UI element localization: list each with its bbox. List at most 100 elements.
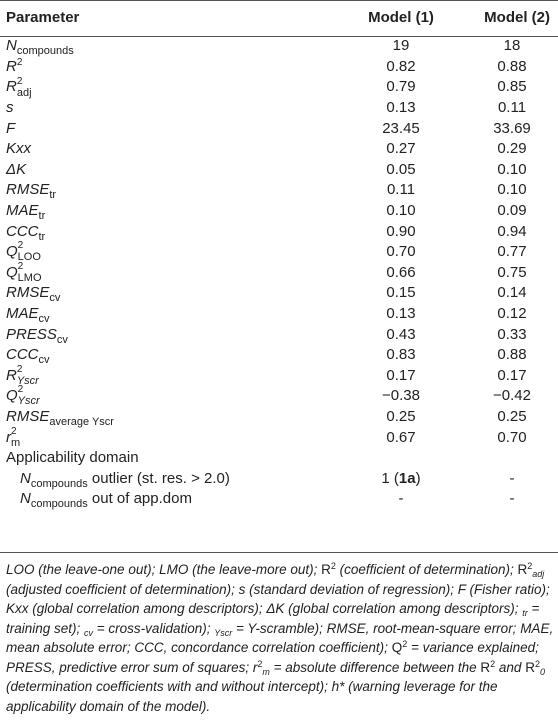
table-footnote: LOO (the leave-one out); LMO (the leave-… (6, 560, 554, 716)
parameter-symbol: r (6, 428, 11, 446)
parameter-superscript: 2 (17, 260, 24, 272)
parameter-superscript: 2 (11, 425, 17, 437)
table-row: RMSEaverage Yscr 0.25 0.25 (0, 407, 558, 428)
model-2-value: 0.29 (497, 140, 527, 158)
table-row: Q 2 Yscr −0.38 −0.42 (0, 385, 558, 407)
model-2-value: 0.10 (497, 160, 527, 178)
parameter-cell: PRESScv (0, 324, 336, 346)
parameter-cell: ΔK (0, 160, 336, 181)
footnote-text: LOO (the leave-one out); LMO (the leave-… (6, 561, 554, 714)
parameter-symbol: N (6, 37, 17, 55)
model-2-value: 0.10 (497, 181, 527, 199)
parameter-cell: Kxx (0, 139, 336, 160)
parameter-subscript: LOO (17, 251, 41, 264)
model-2-value: 0.88 (497, 346, 527, 364)
model-2-value: −0.42 (493, 387, 531, 405)
table-bottom-rule (0, 552, 558, 553)
parameter-subscript: compounds (16, 45, 74, 58)
model-2-value: 0.70 (497, 428, 527, 446)
model-1-value: 0.66 (386, 263, 416, 281)
table-row: Q 2 LOO 0.70 0.77 (0, 240, 558, 263)
model-2-value: 33.69 (493, 119, 531, 137)
table-row: F 23.45 33.69 (0, 118, 558, 139)
parameter-symbol: MAE (6, 202, 39, 220)
model-2-value: 0.88 (497, 57, 527, 75)
value-prefix: 1 ( (381, 469, 399, 487)
parameter-subscript: Yscr (17, 395, 40, 408)
parameter-script: 2 Yscr (18, 385, 40, 407)
value-suffix: ) (415, 469, 421, 487)
model-2-value: 0.09 (497, 202, 527, 220)
table-row: Ncompounds out of app.dom - - (0, 489, 558, 510)
model-2-value: 0.12 (497, 305, 527, 323)
parameter-symbol: ΔK (6, 160, 27, 178)
parameter-subscript: m (11, 436, 21, 449)
model-1-value: 1 (1a) (336, 468, 466, 489)
table-header-row: Parameter Model (1) Model (2) (0, 0, 558, 36)
parameter-cell: CCCcv (0, 345, 336, 366)
parameter-superscript: 2 (17, 240, 24, 252)
table-header-rule (0, 36, 558, 37)
model-2-value: 0.85 (497, 78, 527, 96)
model-1-value: 0.15 (386, 284, 416, 302)
parameter-cell: R 2 Yscr (0, 364, 336, 386)
model-1-value: 0.79 (386, 78, 416, 96)
table-row: Ncompounds outlier (st. res. > 2.0) 1 (1a… (0, 468, 558, 490)
model-1-value: 0.13 (386, 99, 416, 117)
header-parameter: Parameter (6, 9, 80, 26)
table-row: Ncompounds 19 18 (0, 36, 558, 57)
parameter-subscript: cv (49, 292, 61, 305)
parameter-subscript: tr (38, 230, 46, 243)
parameter-cell: RMSEcv (0, 283, 336, 304)
parameter-symbol: Q (6, 387, 18, 405)
parameter-subscript: tr (38, 210, 46, 223)
table-row: R 2 Yscr 0.17 0.17 (0, 364, 558, 386)
table-row: RMSEcv 0.15 0.14 (0, 283, 558, 304)
compound-id: 1a (398, 469, 416, 487)
parameter-cell: Ncompounds (0, 36, 336, 57)
parameter-script: 2 LOO (17, 240, 41, 263)
table-row: R2 0.82 0.88 (0, 57, 558, 78)
parameter-symbol: R (6, 78, 17, 96)
parameter-cell: CCCtr (0, 221, 336, 243)
parameter-symbol: MAE (6, 305, 39, 323)
model-2-value: 0.33 (497, 325, 527, 343)
header-model-1: Model (1) (368, 9, 434, 26)
model-1-value: 0.27 (386, 140, 416, 158)
table-row: Q 2 LMO 0.66 0.75 (0, 260, 558, 283)
table-top-rule (0, 0, 558, 1)
parameter-symbol: RMSE (6, 284, 50, 302)
parameter-cell: Q 2 LOO (0, 240, 336, 263)
parameter-cell: s (0, 98, 336, 119)
table-row: MAEtr 0.10 0.09 (0, 201, 558, 222)
table-row: PRESScv 0.43 0.33 (0, 324, 558, 346)
parameter-cell: MAEcv (0, 304, 336, 325)
parameter-script: 2 LMO (17, 260, 42, 283)
model-2-value: 0.17 (497, 366, 527, 384)
statistics-table: Parameter Model (1) Model (2) Ncompounds… (0, 0, 558, 510)
table-row: Applicability domain (0, 448, 558, 469)
model-2-value: - (509, 490, 515, 508)
parameter-symbol: s (6, 99, 14, 117)
table-row: s 0.13 0.11 (0, 98, 558, 119)
parameter-symbol: R (6, 57, 17, 75)
parameter-subscript: cv (56, 333, 68, 346)
model-2-value: 0.11 (497, 99, 527, 117)
model-1-value: 19 (392, 37, 410, 55)
parameter-symbol: Q (6, 263, 18, 281)
model-2-value: 0.14 (497, 284, 527, 302)
table-row: MAEcv 0.13 0.12 (0, 304, 558, 325)
parameter-cell: Ncompounds outlier (st. res. > 2.0) (0, 468, 336, 490)
model-1-value: 0.13 (386, 305, 416, 323)
parameter-cell: Ncompounds out of app.dom (0, 489, 336, 510)
parameter-script: 2 Yscr (17, 364, 39, 386)
model-2-value: 0.94 (497, 222, 527, 240)
model-1-value: 23.45 (382, 119, 420, 137)
parameter-symbol: F (6, 119, 16, 137)
parameter-subscript: compounds (30, 498, 88, 511)
model-1-value: 0.17 (386, 366, 416, 384)
model-2-value: 0.75 (497, 263, 527, 281)
